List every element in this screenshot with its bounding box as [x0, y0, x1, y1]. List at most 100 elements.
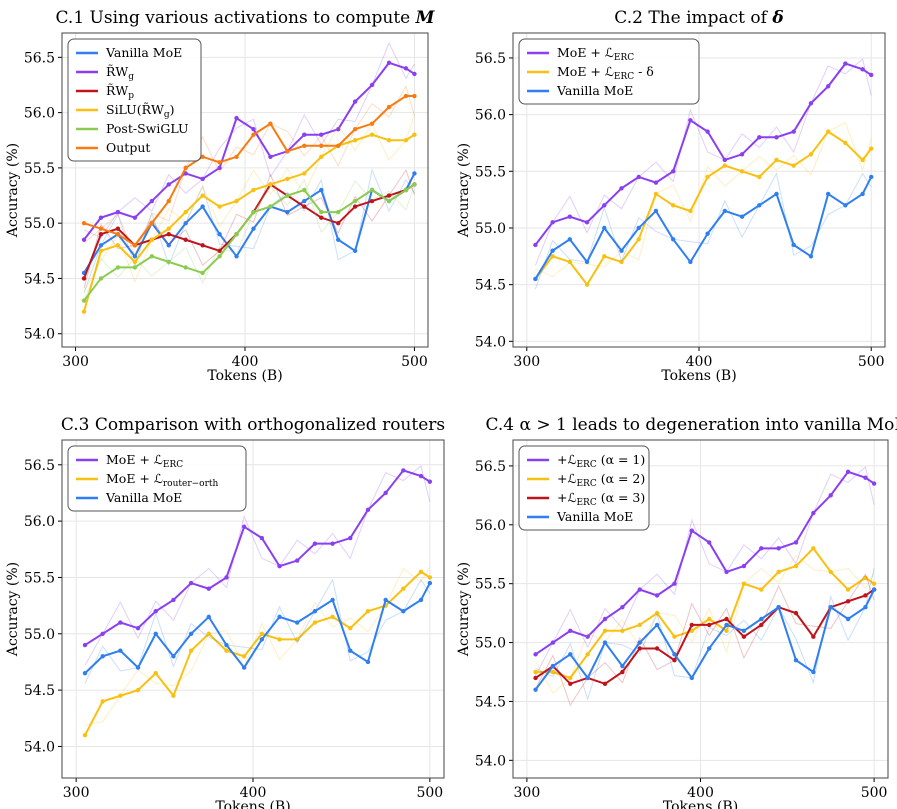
data-point	[793, 658, 799, 663]
data-point	[206, 614, 211, 620]
data-point	[811, 634, 816, 639]
y-tick-label: 55.0	[24, 216, 55, 232]
legend-label-main: MoE + ℒ	[557, 45, 614, 60]
x-tick-label: 400	[686, 354, 713, 370]
data-point	[706, 646, 712, 651]
data-point	[869, 174, 874, 180]
data-point	[132, 259, 138, 265]
legend-label-sub: ERC	[576, 479, 596, 489]
data-point	[81, 276, 87, 281]
data-point	[206, 586, 211, 591]
title-emphasis: δ	[771, 8, 783, 28]
y-tick-label: 56.0	[475, 108, 506, 124]
legend-label-main: Vanilla MoE	[556, 83, 633, 98]
data-point	[774, 135, 779, 140]
x-tick-label: 500	[401, 354, 428, 370]
data-point	[637, 640, 642, 645]
data-point	[672, 652, 677, 657]
plot-frame	[61, 439, 445, 779]
data-point	[759, 616, 764, 622]
data-point	[811, 669, 816, 675]
data-point	[654, 610, 660, 616]
data-point	[568, 652, 573, 657]
data-point	[302, 204, 307, 209]
data-point	[115, 226, 121, 231]
data-point	[319, 209, 324, 215]
data-point	[352, 99, 358, 104]
y-tick-label: 56.5	[24, 458, 55, 474]
data-point	[234, 232, 239, 237]
data-point	[335, 237, 341, 242]
legend-label-sub: ERC	[163, 460, 183, 470]
legend-frame	[518, 38, 700, 105]
data-point	[200, 243, 205, 248]
data-point	[115, 243, 121, 248]
legend-label: +ℒERC (α = 3)	[557, 490, 645, 508]
data-point	[241, 654, 247, 659]
y-tick-label: 56.5	[475, 51, 506, 67]
series-line	[535, 546, 875, 680]
data-point	[118, 620, 123, 625]
data-point	[412, 171, 417, 176]
legend-label-sub: p	[128, 91, 134, 101]
data-point	[369, 121, 375, 126]
data-point	[285, 176, 290, 182]
data-point	[584, 220, 590, 225]
x-tick-label: 300	[513, 354, 540, 370]
data-point	[251, 187, 256, 193]
y-tick-label: 55.5	[475, 164, 506, 180]
data-point	[412, 132, 417, 137]
series-raw-line	[84, 567, 431, 726]
data-point	[828, 569, 833, 575]
legend-label: Vanilla MoE	[556, 509, 633, 524]
data-point	[722, 163, 728, 168]
data-point	[653, 191, 659, 197]
data-point	[365, 507, 371, 513]
data-point	[166, 198, 171, 204]
data-point	[386, 60, 392, 66]
data-point	[132, 215, 138, 220]
legend-label-main: MoE + ℒ	[106, 471, 163, 486]
data-point	[567, 237, 573, 242]
data-point	[619, 259, 624, 265]
data-point	[312, 620, 318, 625]
data-point	[81, 237, 87, 242]
data-point	[81, 309, 87, 314]
x-tick-label: 500	[861, 785, 888, 801]
series-raw-line	[84, 465, 431, 666]
data-point	[672, 581, 677, 586]
y-tick-label: 55.0	[475, 221, 506, 237]
series-raw-line	[534, 58, 872, 266]
legend-label: MoE + ℒERC - δ	[557, 64, 654, 82]
data-point	[602, 616, 608, 622]
legend-label-main: Vanilla MoE	[556, 509, 633, 524]
y-tick-label: 56.0	[24, 514, 55, 530]
data-point	[843, 203, 848, 208]
data-point	[825, 84, 831, 89]
data-point	[251, 226, 256, 231]
data-point	[251, 126, 256, 132]
data-point	[268, 154, 273, 160]
data-point	[550, 220, 555, 225]
series-raw-line	[535, 466, 875, 676]
data-point	[153, 671, 158, 676]
data-point	[741, 563, 747, 569]
data-point	[793, 563, 799, 569]
data-point	[383, 597, 388, 603]
data-point	[259, 631, 265, 636]
data-point	[369, 187, 375, 193]
data-point	[418, 569, 424, 575]
data-point	[585, 652, 590, 657]
data-point	[568, 628, 573, 633]
series-raw-line	[534, 172, 872, 290]
data-point	[348, 535, 353, 541]
data-point	[602, 681, 608, 686]
data-point	[568, 681, 573, 686]
data-point	[791, 129, 796, 134]
data-point	[401, 586, 406, 591]
data-point	[793, 540, 799, 545]
data-point	[585, 634, 590, 639]
data-point	[741, 634, 747, 639]
legend-label-main: R̃W	[106, 83, 128, 98]
legend-label: SiLU(R̃Wg)	[106, 102, 175, 120]
